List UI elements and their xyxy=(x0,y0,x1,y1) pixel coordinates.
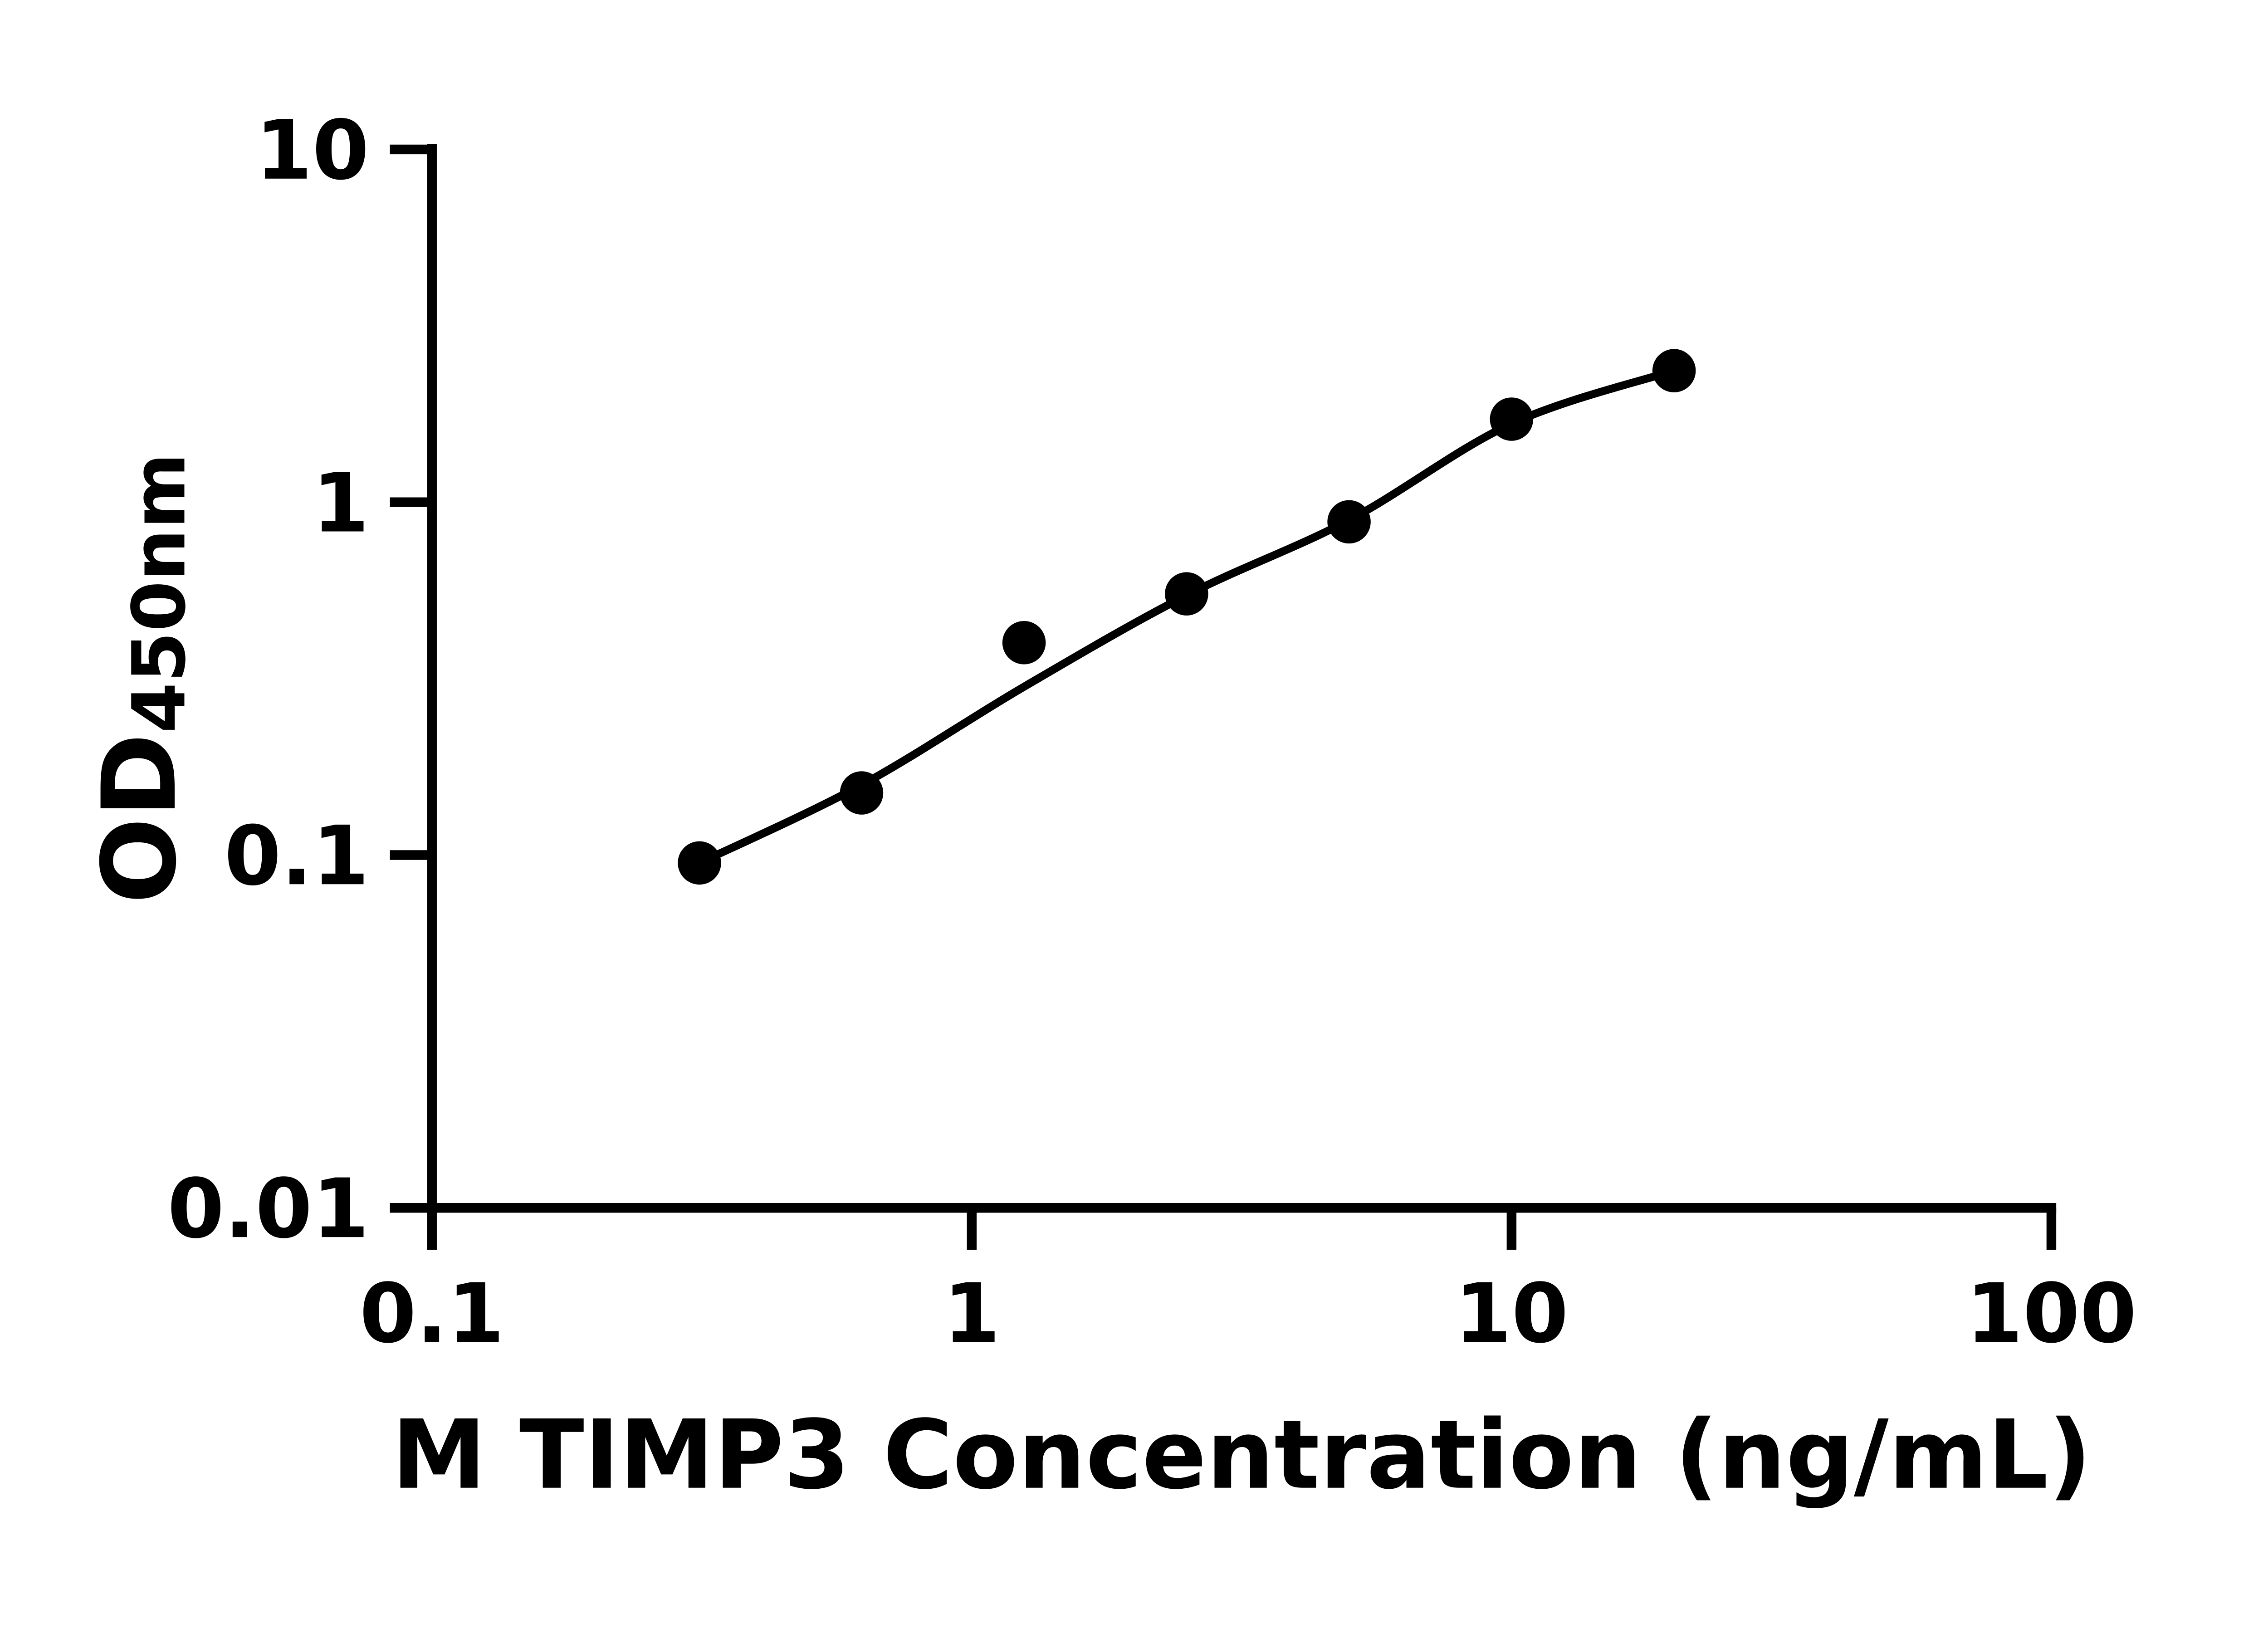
x-tick-label: 100 xyxy=(1966,1266,2136,1361)
x-tick-label: 0.1 xyxy=(360,1266,504,1361)
y-tick-label: 10 xyxy=(255,103,369,198)
data-point xyxy=(1652,349,1696,392)
elisa-standard-curve-figure: 0.01 0.1 1 10 0.1 1 10 100 M TIMP3 Concentrati… xyxy=(80,103,2137,1511)
data-point xyxy=(678,841,721,885)
x-axis-title: M TIMP3 Concentration (ng/mL) xyxy=(391,1400,2092,1511)
data-point xyxy=(1327,500,1371,544)
y-axis-title-main: OD xyxy=(80,733,199,904)
data-point xyxy=(1165,572,1208,616)
x-axis: 0.1 1 10 100 xyxy=(360,1203,2137,1361)
data-point xyxy=(1002,621,1046,665)
data-points xyxy=(678,349,1696,885)
y-axis-title: OD450nm xyxy=(80,453,201,904)
y-tick-label: 0.1 xyxy=(224,808,369,904)
data-point xyxy=(840,771,884,815)
y-axis: 0.01 0.1 1 10 xyxy=(167,103,437,1257)
x-tick-label: 10 xyxy=(1455,1266,1569,1361)
y-tick-label: 0.01 xyxy=(167,1161,369,1257)
x-tick-label: 1 xyxy=(943,1266,1000,1361)
data-point xyxy=(1490,397,1534,441)
y-axis-title-subscript: 450nm xyxy=(117,453,201,733)
y-tick-label: 1 xyxy=(312,456,369,551)
